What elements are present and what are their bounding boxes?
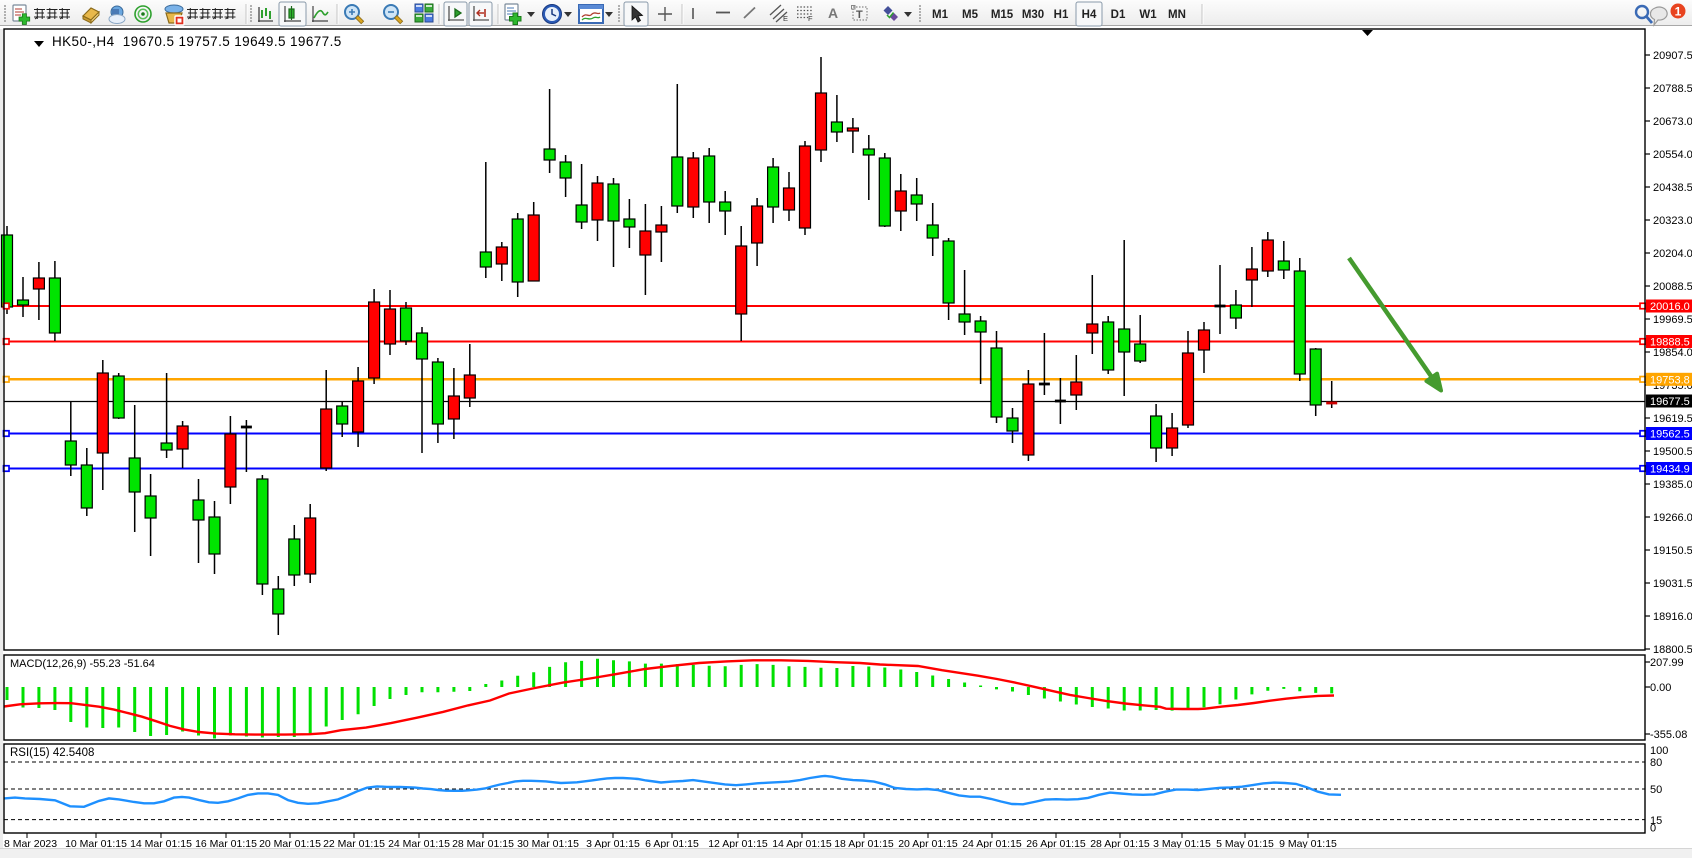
svg-text:19266.0: 19266.0	[1653, 512, 1692, 524]
svg-text:9 May 01:15: 9 May 01:15	[1279, 838, 1337, 850]
svg-text:19969.5: 19969.5	[1653, 314, 1692, 326]
svg-text:10 Mar 01:15: 10 Mar 01:15	[65, 838, 127, 850]
svg-text:W1: W1	[1139, 9, 1157, 21]
svg-text:20204.0: 20204.0	[1653, 248, 1692, 260]
svg-text:H1: H1	[1054, 9, 1069, 21]
svg-text:M30: M30	[1022, 9, 1044, 21]
svg-text:16 Mar 01:15: 16 Mar 01:15	[195, 838, 257, 850]
svg-text:19500.5: 19500.5	[1653, 446, 1692, 458]
svg-text:M5: M5	[962, 9, 979, 21]
svg-text:19031.5: 19031.5	[1653, 578, 1692, 590]
svg-text:A: A	[828, 5, 838, 21]
svg-text:19385.0: 19385.0	[1653, 479, 1692, 491]
svg-text:E: E	[783, 14, 788, 23]
svg-text:19753.8: 19753.8	[1650, 374, 1690, 386]
svg-text:15: 15	[1650, 815, 1662, 827]
svg-text:207.99: 207.99	[1650, 657, 1684, 669]
svg-text:20088.5: 20088.5	[1653, 281, 1692, 293]
svg-text:F: F	[808, 14, 813, 23]
svg-text:0: 0	[1650, 823, 1656, 835]
svg-text:22 Mar 01:15: 22 Mar 01:15	[323, 838, 385, 850]
svg-text:24 Mar 01:15: 24 Mar 01:15	[388, 838, 450, 850]
svg-text:19677.5: 19677.5	[1650, 396, 1690, 408]
svg-text:HK50-,H4 19670.5 19757.5 1964: HK50-,H4 19670.5 19757.5 19649.5 19677.5	[52, 34, 342, 49]
svg-text:1: 1	[1675, 5, 1682, 19]
svg-text:T: T	[856, 9, 863, 21]
svg-text:18 Apr 01:15: 18 Apr 01:15	[834, 838, 894, 850]
svg-text:20 Mar 01:15: 20 Mar 01:15	[259, 838, 321, 850]
svg-text:20323.0: 20323.0	[1653, 215, 1692, 227]
svg-text:50: 50	[1650, 784, 1662, 796]
svg-text:19562.5: 19562.5	[1650, 429, 1690, 441]
svg-text:M15: M15	[991, 9, 1014, 21]
svg-text:19619.5: 19619.5	[1653, 413, 1692, 425]
svg-text:12 Apr 01:15: 12 Apr 01:15	[708, 838, 768, 850]
svg-text:18916.0: 18916.0	[1653, 611, 1692, 623]
svg-text:H4: H4	[1082, 9, 1097, 21]
svg-text:19888.5: 19888.5	[1650, 337, 1690, 349]
svg-text:5 May 01:15: 5 May 01:15	[1216, 838, 1274, 850]
svg-text:100: 100	[1650, 745, 1668, 757]
svg-text:20788.5: 20788.5	[1653, 83, 1692, 95]
svg-text:20 Apr 01:15: 20 Apr 01:15	[898, 838, 958, 850]
svg-text:14 Mar 01:15: 14 Mar 01:15	[130, 838, 192, 850]
svg-text:80: 80	[1650, 757, 1662, 769]
svg-text:18800.5: 18800.5	[1653, 644, 1692, 656]
svg-text:8 Mar 2023: 8 Mar 2023	[4, 838, 57, 850]
svg-text:24 Apr 01:15: 24 Apr 01:15	[962, 838, 1022, 850]
svg-text:MACD(12,26,9) -55.23 -51.64: MACD(12,26,9) -55.23 -51.64	[10, 658, 155, 670]
svg-text:28 Mar 01:15: 28 Mar 01:15	[452, 838, 514, 850]
svg-text:20016.0: 20016.0	[1650, 301, 1690, 313]
svg-text:14 Apr 01:15: 14 Apr 01:15	[772, 838, 832, 850]
svg-text:26 Apr 01:15: 26 Apr 01:15	[1026, 838, 1086, 850]
svg-text:M1: M1	[932, 9, 949, 21]
svg-text:20673.0: 20673.0	[1653, 116, 1692, 128]
svg-text:20554.0: 20554.0	[1653, 149, 1692, 161]
svg-text:MN: MN	[1168, 9, 1186, 21]
svg-text:6 Apr 01:15: 6 Apr 01:15	[645, 838, 699, 850]
svg-text:30 Mar 01:15: 30 Mar 01:15	[517, 838, 579, 850]
svg-text:20907.5: 20907.5	[1653, 50, 1692, 62]
svg-text:D1: D1	[1111, 9, 1126, 21]
svg-text:0.00: 0.00	[1650, 682, 1671, 694]
svg-text:3 May 01:15: 3 May 01:15	[1153, 838, 1211, 850]
svg-text:28 Apr 01:15: 28 Apr 01:15	[1090, 838, 1150, 850]
svg-text:-355.08: -355.08	[1650, 729, 1687, 741]
svg-text:20438.5: 20438.5	[1653, 182, 1692, 194]
svg-text:19434.9: 19434.9	[1650, 464, 1690, 476]
svg-text:3 Apr 01:15: 3 Apr 01:15	[586, 838, 640, 850]
svg-text:RSI(15) 42.5408: RSI(15) 42.5408	[10, 747, 94, 759]
svg-text:19854.0: 19854.0	[1653, 347, 1692, 359]
svg-text:19150.5: 19150.5	[1653, 545, 1692, 557]
